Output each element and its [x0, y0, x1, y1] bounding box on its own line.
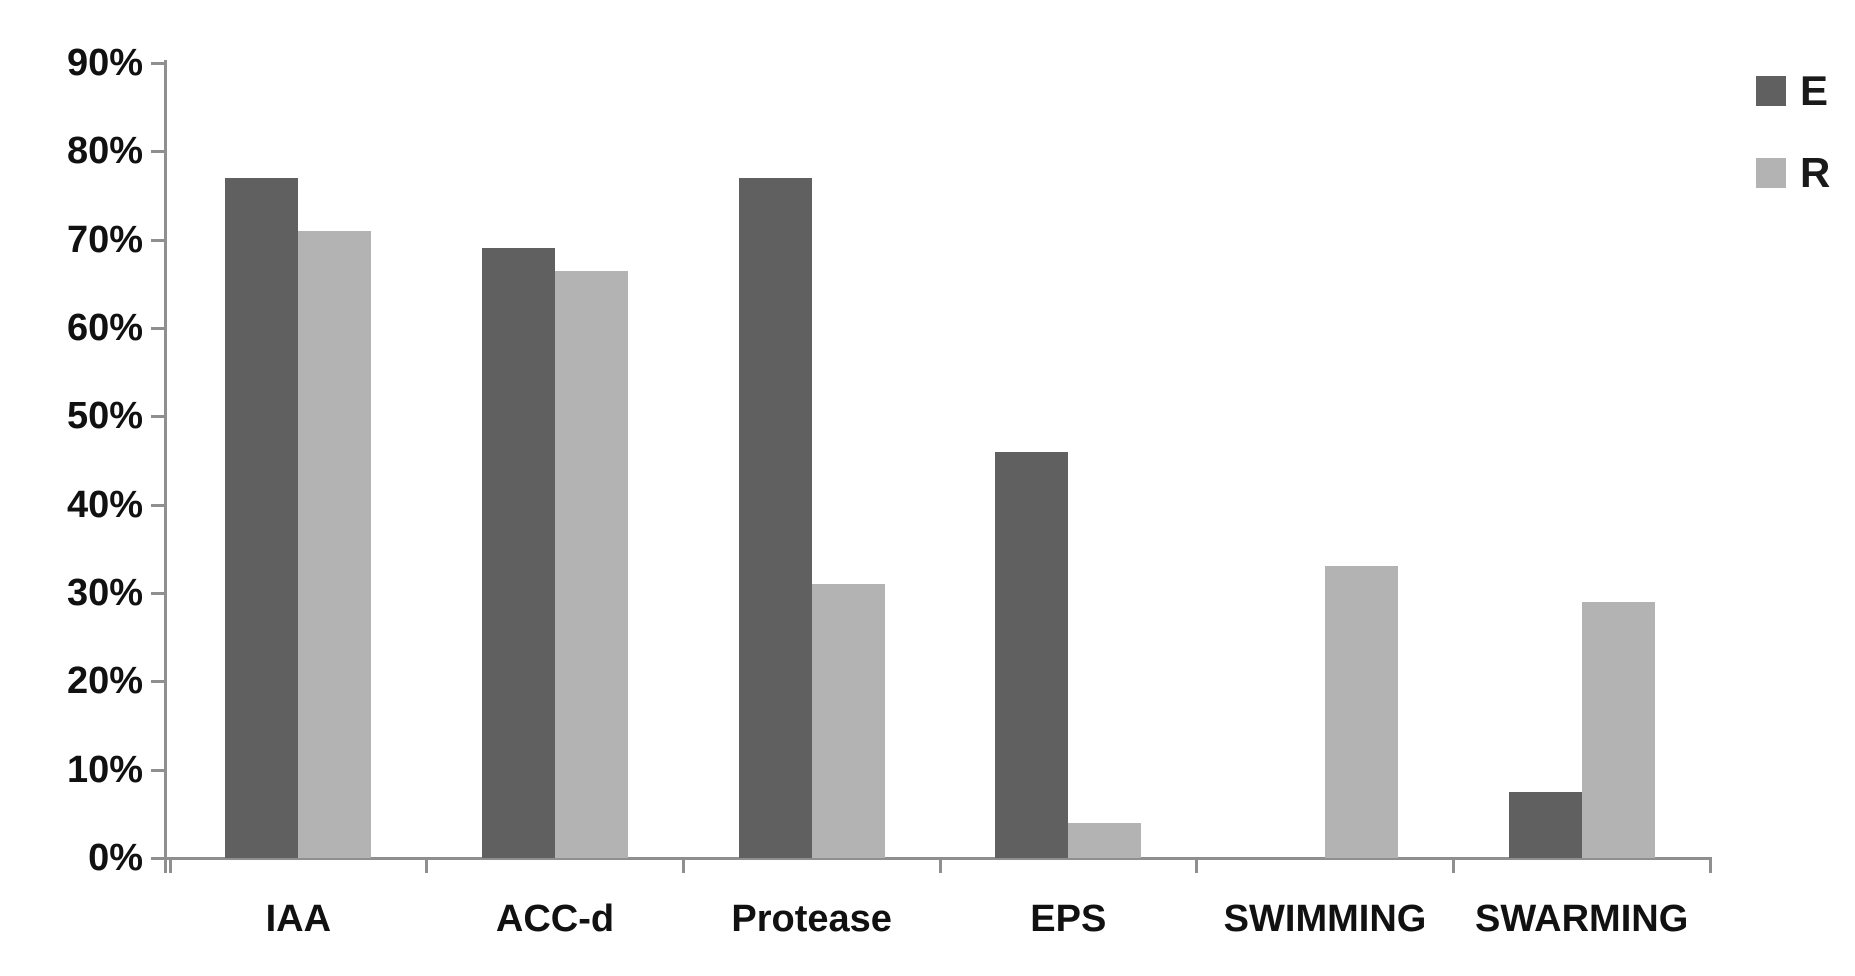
x-category-label-protease: Protease: [731, 898, 892, 940]
bar-iaa-e: [225, 178, 298, 858]
y-tick-mark: [151, 150, 165, 154]
x-category-label-swimming: SWIMMING: [1223, 898, 1427, 940]
y-tick-mark: [151, 857, 165, 860]
y-tick-mark: [151, 592, 165, 595]
x-tick-mark: [425, 858, 429, 873]
x-tick-mark: [1195, 858, 1199, 873]
x-category-label-iaa: IAA: [265, 898, 332, 940]
bar-iaa-r: [298, 231, 371, 858]
y-tick-label: 80%: [66, 130, 143, 173]
x-tick-mark: [681, 858, 685, 873]
legend-label-R: R: [1800, 149, 1831, 196]
y-tick-label: 70%: [66, 218, 143, 261]
y-tick-mark: [151, 680, 165, 684]
bar-eps-e: [995, 452, 1068, 858]
legend-swatch-E: [1756, 76, 1786, 106]
y-tick-label: 40%: [66, 483, 143, 526]
y-tick-label: 90%: [66, 42, 143, 84]
bar-swarming-e: [1509, 792, 1582, 858]
legend-item-E: E: [1756, 70, 1828, 112]
x-tick-mark: [938, 858, 942, 873]
x-tick-mark: [168, 858, 172, 873]
y-tick-label: 0%: [88, 837, 143, 879]
x-category-label-swarming: SWARMING: [1475, 898, 1689, 940]
bar-eps-r: [1068, 823, 1141, 858]
bar-acc-d-e: [482, 248, 555, 858]
y-tick-mark: [151, 768, 165, 772]
y-tick-label: 50%: [66, 395, 143, 438]
y-tick-mark: [151, 503, 165, 507]
y-tick-label: 20%: [66, 660, 143, 703]
y-tick-mark: [151, 238, 165, 242]
y-tick-mark: [151, 327, 165, 330]
y-tick-mark: [151, 62, 165, 65]
legend-item-R: R: [1756, 152, 1830, 194]
x-category-label-eps: EPS: [1030, 898, 1107, 940]
x-category-label-acc-d: ACC-d: [495, 898, 615, 940]
x-tick-mark: [1708, 858, 1712, 873]
x-tick-mark: [1451, 858, 1455, 873]
y-axis-line: [164, 60, 167, 873]
y-tick-label: 30%: [66, 572, 143, 614]
bar-protease-e: [739, 178, 812, 858]
x-axis-line: [151, 857, 1712, 860]
bar-protease-r: [812, 584, 885, 858]
bar-acc-d-r: [555, 271, 628, 858]
legend-label-E: E: [1800, 67, 1829, 114]
legend-swatch-R: [1756, 158, 1786, 188]
y-tick-mark: [151, 415, 165, 419]
y-tick-label: 10%: [66, 748, 143, 791]
bar-swarming-r: [1582, 602, 1655, 858]
y-tick-label: 60%: [66, 307, 143, 349]
bar-swimming-r: [1325, 566, 1398, 858]
